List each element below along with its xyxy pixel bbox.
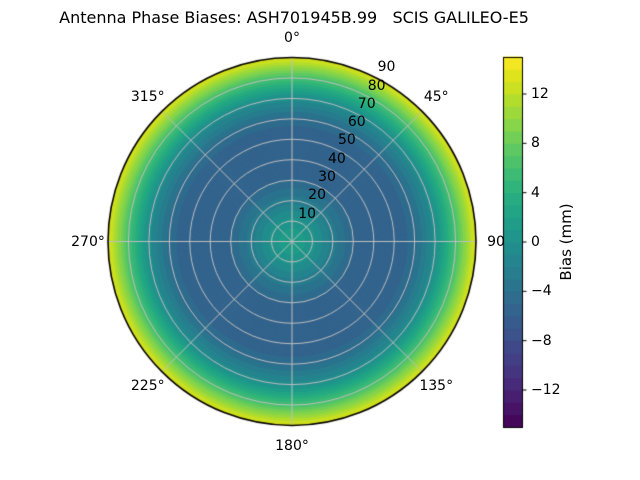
theta-tick-label-45: 45° [423,89,449,106]
theta-tick-label-90: 90 [487,233,505,250]
radial-tick-label-20: 20 [308,187,327,204]
colorbar-tick-label-0: 0 [531,234,540,250]
theta-tick-label-180: 180° [275,437,309,454]
radial-tick-label-10: 10 [298,205,317,222]
colorbar-tick-label--12: −12 [531,382,561,398]
colorbar-tick-label-4: 4 [531,184,540,201]
colorbar-tick-label-12: 12 [531,86,549,102]
radial-tick-label-40: 40 [328,150,346,167]
radial-tick-label-70: 70 [357,95,376,112]
radial-tick-label-80: 80 [367,77,386,94]
colorbar-axis-label: Bias (mm) [557,203,575,281]
theta-tick-label-225: 225° [130,377,165,394]
radial-tick-label-60: 60 [347,114,366,131]
theta-tick-label-0: 0° [284,29,300,46]
colorbar-tick-label--8: −8 [531,332,552,349]
colorbar-tick-label-8: 8 [531,135,540,152]
theta-tick-label-270: 270° [71,233,105,250]
colorbar-tick-label--4: −4 [531,283,552,300]
theta-tick-label-135: 135° [419,377,454,394]
radial-tick-label-30: 30 [318,168,336,185]
radial-tick-label-50: 50 [337,132,356,149]
chart-title: Antenna Phase Biases: ASH701945B.99 SCIS… [59,8,529,27]
radial-tick-label-90: 90 [377,59,396,76]
theta-tick-label-315: 315° [130,89,165,106]
